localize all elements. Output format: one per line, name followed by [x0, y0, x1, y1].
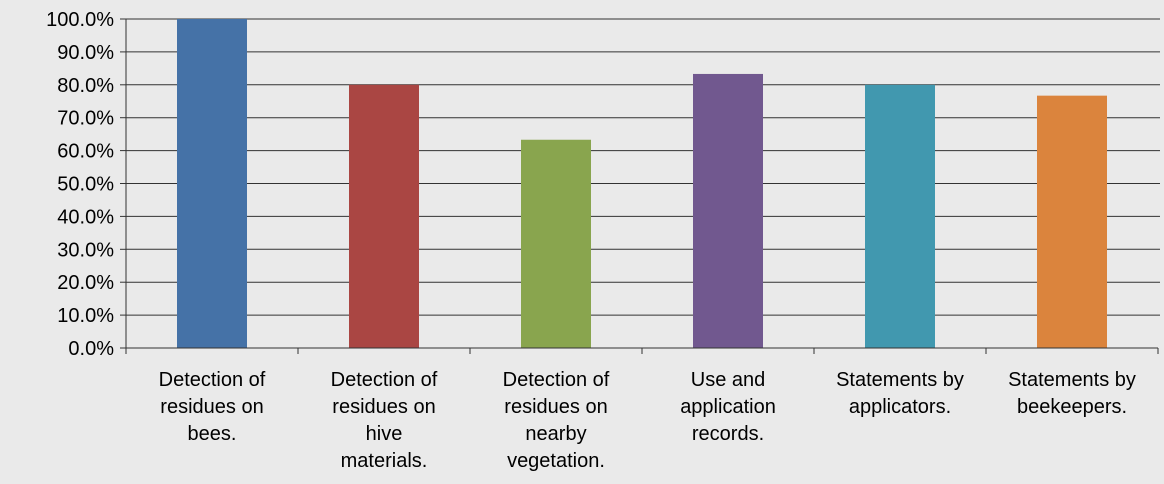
- y-axis-tick-labels: 0.0% 10.0% 20.0% 30.0% 40.0% 50.0% 60.0% 70.0% 8…: [46, 9, 114, 360]
- x-category-label: nearby: [525, 423, 586, 445]
- x-category-label: residues on: [504, 396, 607, 418]
- bar: [1037, 95, 1107, 348]
- y-tick-label: 80.0%: [57, 75, 114, 97]
- y-tick-label: 90.0%: [57, 42, 114, 64]
- x-category-label: beekeepers.: [1017, 396, 1127, 418]
- axes: [120, 18, 1159, 354]
- gridlines: [126, 18, 1160, 316]
- x-category-label: materials.: [341, 450, 428, 472]
- bar: [521, 139, 591, 348]
- bar: [693, 73, 763, 349]
- x-category-label: bees.: [188, 423, 237, 445]
- x-category-label: hive: [366, 423, 403, 445]
- x-category-label: Use and: [691, 369, 766, 391]
- x-category-label: residues on: [160, 396, 263, 418]
- y-tick-label: 60.0%: [57, 141, 114, 163]
- y-tick-label: 30.0%: [57, 239, 114, 261]
- y-tick-label: 10.0%: [57, 305, 114, 327]
- y-tick-label: 20.0%: [57, 272, 114, 294]
- x-axis-category-labels: Detection of residues on bees. Detection of…: [159, 369, 1136, 472]
- bar: [865, 84, 935, 349]
- y-tick-label: 70.0%: [57, 108, 114, 130]
- bar: [349, 84, 419, 349]
- x-category-label: residues on: [332, 396, 435, 418]
- y-tick-label: 0.0%: [68, 338, 114, 360]
- x-category-label: records.: [692, 423, 764, 445]
- x-category-label: Detection of: [159, 369, 266, 391]
- bars: [177, 19, 1107, 349]
- x-category-label: Statements by: [1008, 369, 1136, 391]
- x-category-label: Detection of: [503, 369, 610, 391]
- x-category-label: Detection of: [331, 369, 438, 391]
- x-category-label: application: [680, 396, 776, 418]
- x-category-label: vegetation.: [507, 450, 605, 472]
- x-category-label: Statements by: [836, 369, 964, 391]
- x-category-label: applicators.: [849, 396, 951, 418]
- y-tick-label: 50.0%: [57, 174, 114, 196]
- y-tick-label: 100.0%: [46, 9, 114, 31]
- bar: [177, 19, 247, 348]
- y-tick-label: 40.0%: [57, 206, 114, 228]
